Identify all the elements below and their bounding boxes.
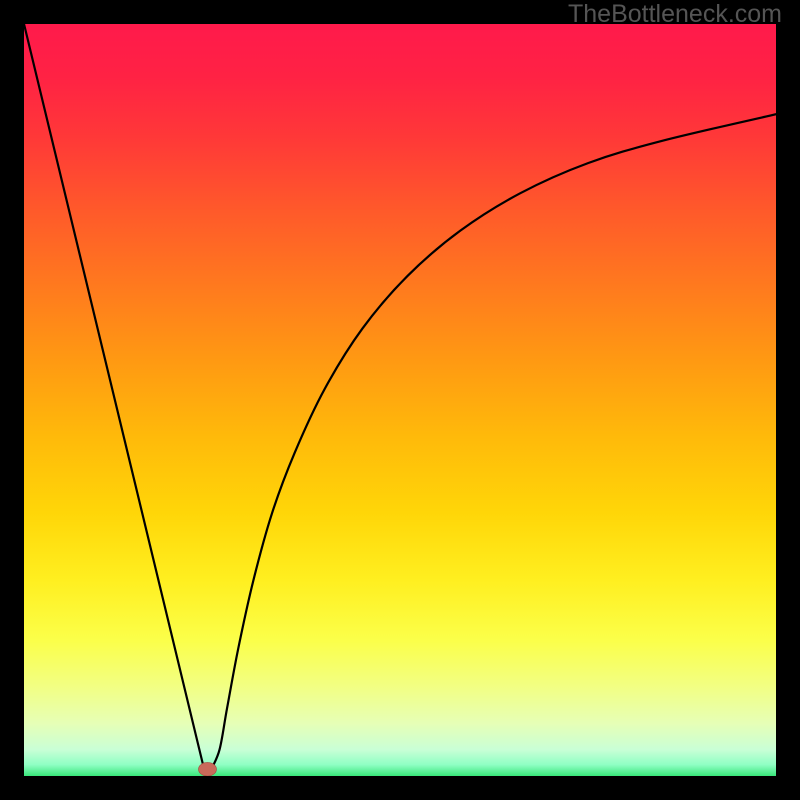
chart-plot-area bbox=[24, 24, 776, 776]
optimal-point-marker bbox=[198, 762, 216, 776]
watermark-label: TheBottleneck.com bbox=[568, 0, 782, 29]
chart-svg bbox=[24, 24, 776, 776]
chart-background-gradient bbox=[24, 24, 776, 776]
